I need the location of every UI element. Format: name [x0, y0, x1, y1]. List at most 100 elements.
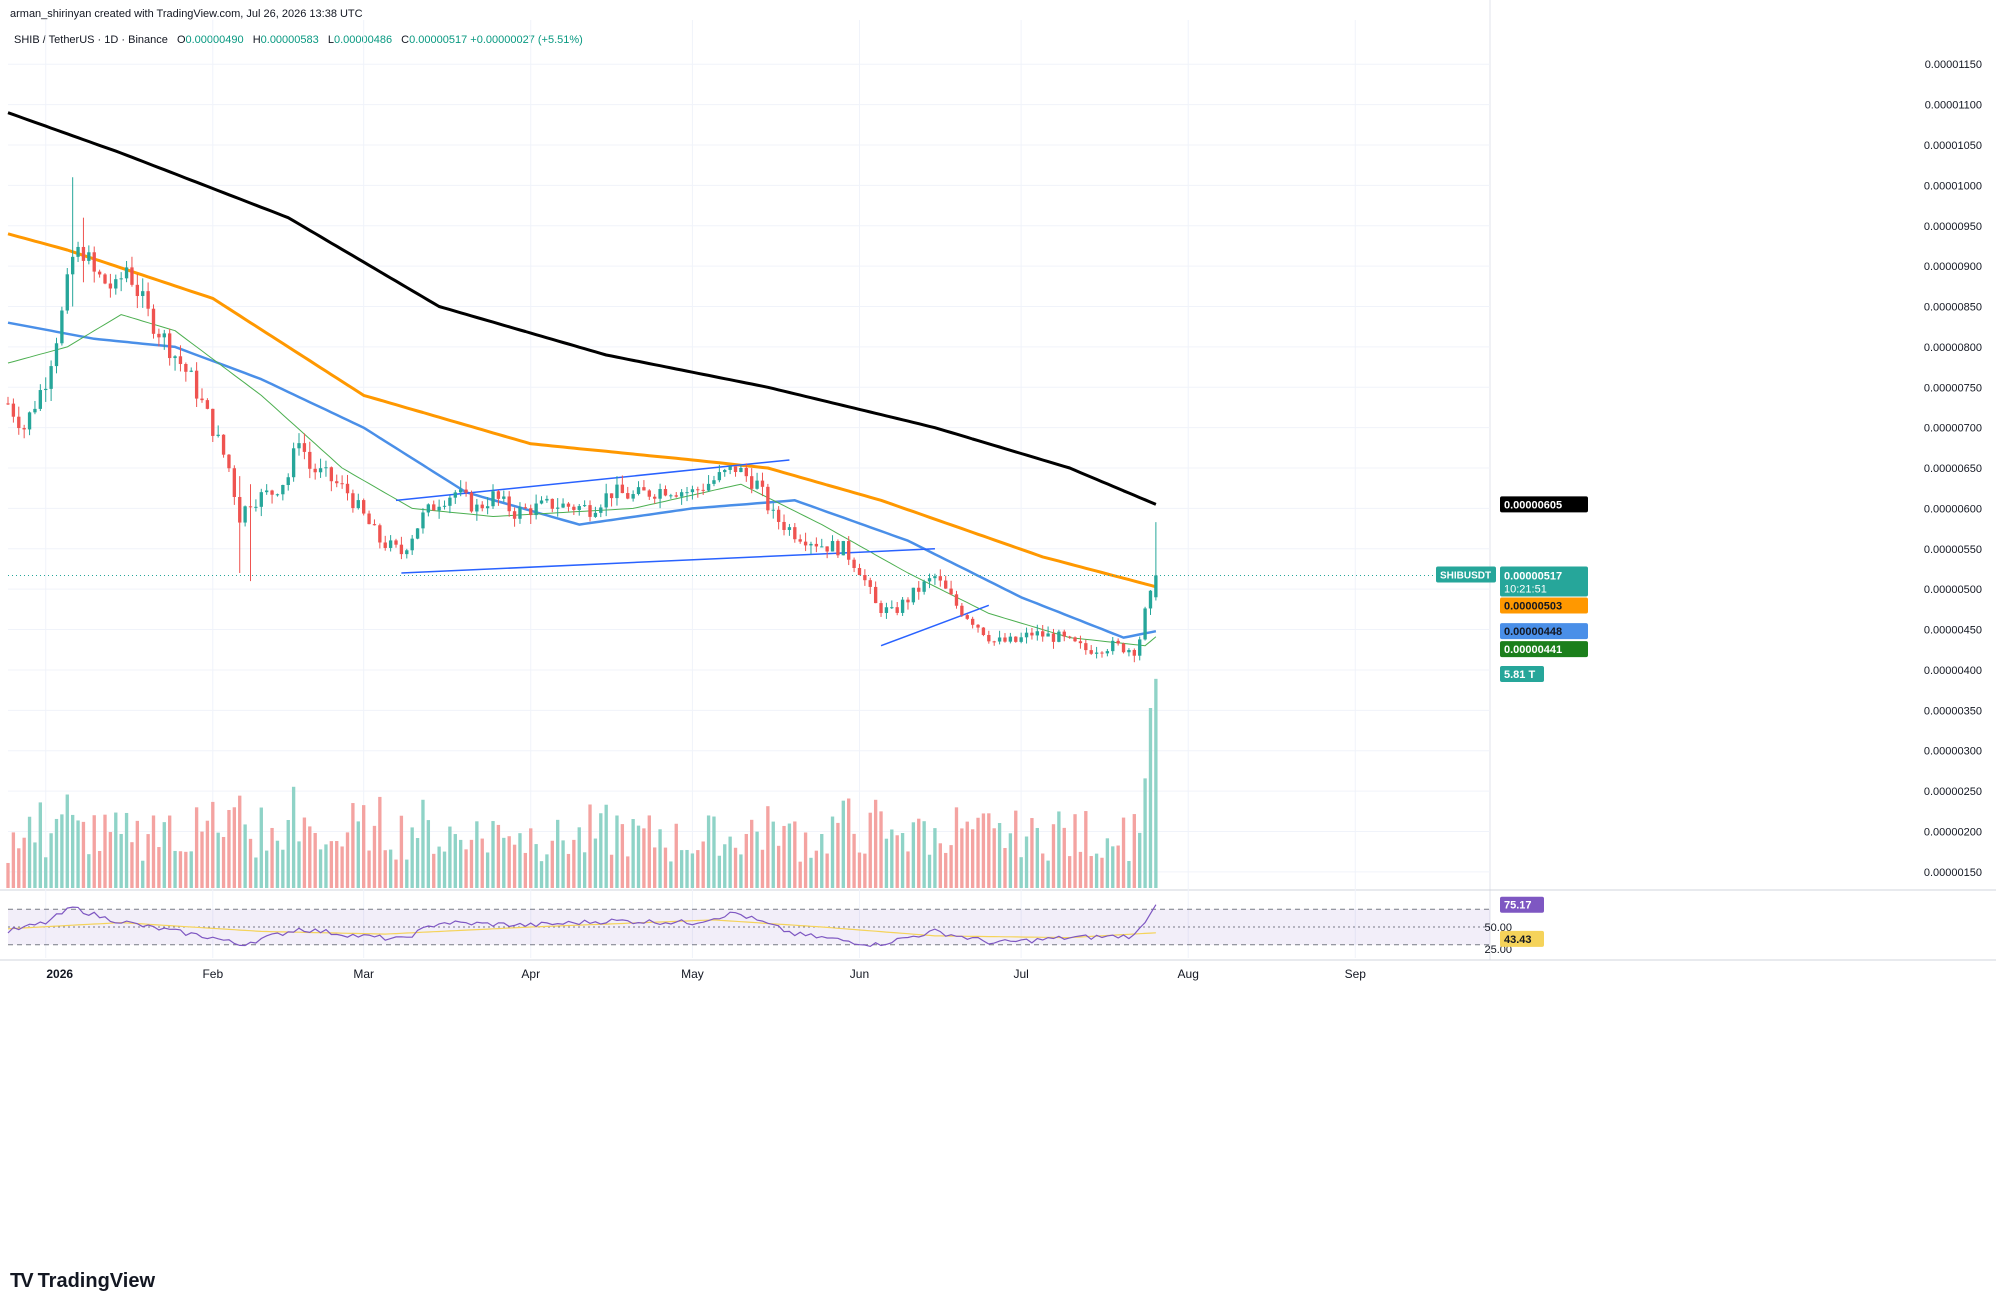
volume-bar: [771, 821, 775, 888]
y-tick-label: 0.00000450: [1924, 625, 1982, 637]
candle-body: [1019, 637, 1023, 642]
y-tick-label: 0.00000350: [1924, 705, 1982, 717]
volume-bar: [593, 838, 598, 888]
volume-bar: [1041, 853, 1045, 888]
volume-bar: [933, 828, 937, 888]
volume-bar: [243, 824, 247, 888]
candle-body: [124, 267, 129, 279]
candle-body: [243, 506, 247, 523]
volume-bar: [744, 833, 748, 888]
volume-bar: [620, 824, 625, 888]
symbol-legend[interactable]: SHIB / TetherUS · 1D · Binance O0.000004…: [14, 34, 583, 46]
candle-body: [157, 333, 161, 338]
rsi-value-tag[interactable]: 75.17: [1500, 896, 1544, 913]
candle-body: [717, 472, 722, 481]
candle-body: [744, 467, 748, 477]
candle-body: [54, 343, 59, 367]
tradingview-logo[interactable]: TV TradingView: [10, 1270, 155, 1293]
candle-body: [162, 333, 166, 338]
candle-body: [335, 481, 339, 484]
volume-bar: [863, 853, 867, 888]
rsi-ma-line: [7, 919, 1156, 939]
trendlines: [8, 459, 1490, 647]
candle-body: [550, 498, 554, 509]
candle-body: [453, 492, 457, 498]
candle-body: [755, 480, 759, 489]
candle-body: [291, 448, 296, 478]
candle-body: [669, 495, 673, 497]
candle-body: [701, 489, 705, 491]
volume-bar: [1067, 856, 1072, 888]
candle-body: [114, 279, 118, 289]
candle-body: [1014, 636, 1018, 642]
trendline[interactable]: [395, 459, 790, 502]
candle-body: [135, 284, 140, 297]
credit-line: arman_shirinyan created with TradingView…: [10, 8, 363, 20]
trendline[interactable]: [880, 604, 990, 647]
volume-bar: [496, 824, 501, 888]
candle-body: [1105, 651, 1110, 654]
candle-body: [642, 487, 646, 491]
volume-bar: [38, 802, 43, 888]
volume-tag[interactable]: 5.81 T: [1500, 666, 1544, 682]
volume-bar: [512, 844, 517, 888]
candle-body: [415, 528, 420, 539]
ma100-price-tag[interactable]: 0.00000503: [1500, 597, 1588, 614]
volume-bar: [302, 817, 307, 888]
volume-bar: [254, 857, 258, 888]
volume-bar: [712, 816, 716, 888]
candle-body: [189, 370, 193, 372]
volume-bar: [448, 826, 452, 888]
volume-bar: [485, 852, 490, 888]
candle-body: [890, 607, 894, 609]
volume-bar: [135, 820, 140, 888]
candle-body: [825, 546, 829, 552]
ma50-price-tag-bg: [1500, 623, 1588, 640]
volume-bar: [178, 851, 183, 888]
volume-bar: [938, 843, 942, 888]
volume-bar: [766, 806, 770, 888]
volume-bar: [6, 862, 10, 888]
volume-bar: [723, 844, 727, 888]
candle-body: [868, 580, 872, 587]
volume-bar: [1132, 814, 1136, 888]
candle-body: [65, 274, 69, 311]
candle-body: [712, 480, 716, 484]
candle-body: [917, 587, 921, 592]
volume-bar: [442, 851, 447, 888]
y-tick-label: 0.00001050: [1924, 140, 1982, 152]
candle-body: [582, 505, 587, 507]
volume-bar: [669, 861, 673, 888]
volume-bar: [1019, 857, 1023, 888]
volume-bar: [329, 841, 334, 888]
volume-bar: [1111, 846, 1115, 888]
ohlc-close: 0.00000517: [409, 34, 468, 46]
volume-bar: [1121, 817, 1126, 888]
symbol-name[interactable]: SHIB / TetherUS · 1D · Binance: [14, 34, 168, 46]
candle-body: [399, 544, 404, 555]
volume-bar: [809, 857, 813, 888]
volume-bar: [394, 859, 398, 888]
candle-body: [81, 246, 86, 261]
candle-body: [976, 624, 980, 628]
candle-body: [636, 487, 641, 495]
ma200-price-tag[interactable]: 0.00000605: [1500, 496, 1588, 513]
candle-body: [938, 576, 942, 581]
ma20-price-tag[interactable]: 0.00000441: [1500, 641, 1588, 658]
ma200-line: [7, 111, 1157, 506]
candle-body: [87, 252, 91, 261]
candle-body: [696, 489, 700, 491]
candle-body: [1008, 636, 1013, 642]
y-tick-label: 0.00000500: [1924, 584, 1982, 596]
trendline[interactable]: [401, 548, 935, 574]
ma200-price-tag-bg: [1500, 496, 1588, 513]
volume-bar: [232, 807, 237, 888]
rsi-ma-tag[interactable]: 43.43: [1500, 930, 1544, 947]
candle-body: [690, 489, 695, 493]
symbol-tag[interactable]: SHIBUSDT: [1436, 566, 1496, 583]
ma50-price-tag[interactable]: 0.00000448: [1500, 623, 1588, 640]
y-tick-label: 0.00000550: [1924, 544, 1982, 556]
volume-bar: [248, 838, 253, 888]
